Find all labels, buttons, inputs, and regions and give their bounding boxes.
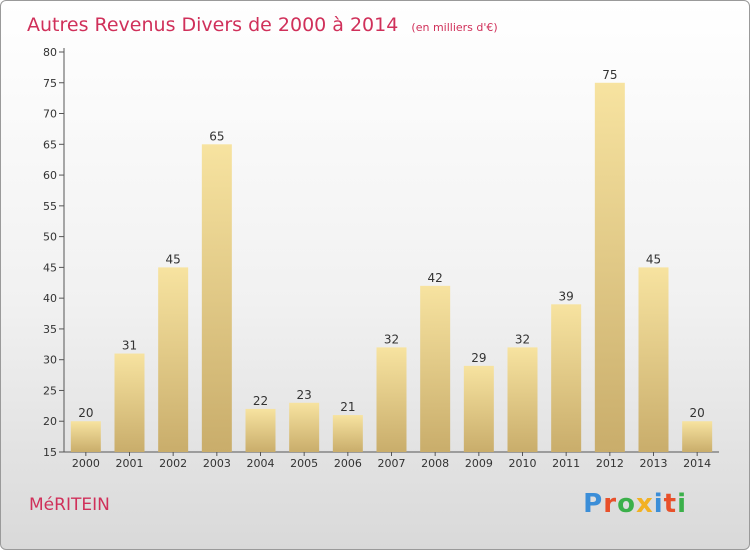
y-tick-label: 30 xyxy=(43,354,57,367)
y-tick-label: 35 xyxy=(43,323,57,336)
chart-title-unit: (en milliers d'€) xyxy=(411,21,497,34)
axes: 15 20 25 30 35 40 45 50 55 60 65 70 75 80 2000 2001 2002… xyxy=(43,46,719,470)
x-tick-label: 2007 xyxy=(378,457,406,470)
x-tick-label: 2001 xyxy=(116,457,144,470)
brand-letter: o xyxy=(617,489,636,519)
bar xyxy=(114,353,145,452)
bar xyxy=(376,347,407,452)
bar-value-label: 42 xyxy=(428,271,443,285)
bar xyxy=(551,304,582,452)
x-tick-label: 2014 xyxy=(683,457,711,470)
x-tick-label: 2005 xyxy=(290,457,318,470)
x-tick-label: 2012 xyxy=(596,457,624,470)
bar xyxy=(201,144,232,453)
y-tick-label: 75 xyxy=(43,77,57,90)
bar-value-label: 31 xyxy=(122,339,137,353)
proxiti-logo: Proxiti xyxy=(583,489,687,519)
bar xyxy=(332,415,363,452)
y-tick-label: 55 xyxy=(43,200,57,213)
brand-letter: i xyxy=(677,489,687,519)
bar xyxy=(638,267,669,452)
bar xyxy=(289,402,320,452)
bar-value-label: 39 xyxy=(559,289,574,303)
x-tick-label: 2008 xyxy=(421,457,449,470)
y-tick-label: 15 xyxy=(43,446,57,459)
chart-title: Autres Revenus Divers de 2000 à 2014 (en… xyxy=(27,14,498,36)
bar-value-label: 75 xyxy=(602,68,617,82)
bars: 20 31 45 65 22 23 21 32 42 29 32 39 75 45 20 xyxy=(70,68,713,453)
bar xyxy=(594,82,625,453)
bar xyxy=(245,408,276,452)
bar-value-label: 32 xyxy=(384,332,399,346)
bar-value-label: 45 xyxy=(166,252,181,266)
x-tick-label: 2010 xyxy=(509,457,537,470)
bar-value-label: 20 xyxy=(690,406,705,420)
bar xyxy=(682,421,713,452)
bar-value-label: 29 xyxy=(471,351,486,365)
bar-value-label: 32 xyxy=(515,332,530,346)
bar xyxy=(463,365,494,452)
x-tick-label: 2000 xyxy=(72,457,100,470)
bar-value-label: 21 xyxy=(340,400,355,414)
y-tick-label: 45 xyxy=(43,261,57,274)
x-tick-label: 2004 xyxy=(247,457,275,470)
y-tick-label: 25 xyxy=(43,384,57,397)
y-tick-label: 40 xyxy=(43,292,57,305)
y-tick-label: 80 xyxy=(43,46,57,59)
brand-letter: t xyxy=(663,489,678,519)
y-tick-label: 20 xyxy=(43,415,57,428)
brand-letter: r xyxy=(603,489,618,519)
y-tick-label: 65 xyxy=(43,138,57,151)
town-name: MéRITEIN xyxy=(29,495,110,515)
chart-title-main: Autres Revenus Divers de 2000 à 2014 xyxy=(27,14,398,36)
bar xyxy=(507,347,538,452)
bar xyxy=(70,421,101,452)
brand-letter: i xyxy=(653,489,664,519)
x-tick-label: 2006 xyxy=(334,457,362,470)
bar-value-label: 23 xyxy=(297,388,312,402)
bar-value-label: 20 xyxy=(78,406,93,420)
bar-value-label: 65 xyxy=(209,129,224,143)
x-tick-label: 2002 xyxy=(159,457,187,470)
y-tick-label: 50 xyxy=(43,231,57,244)
brand-letter: x xyxy=(635,489,654,519)
x-tick-label: 2011 xyxy=(552,457,580,470)
bar xyxy=(158,267,189,452)
bar-value-label: 45 xyxy=(646,252,661,266)
y-tick-label: 70 xyxy=(43,108,57,121)
brand-letter: P xyxy=(583,489,604,519)
bar-value-label: 22 xyxy=(253,394,268,408)
x-tick-label: 2009 xyxy=(465,457,493,470)
x-tick-label: 2013 xyxy=(640,457,668,470)
bar xyxy=(420,285,451,452)
y-tick-label: 60 xyxy=(43,169,57,182)
x-tick-label: 2003 xyxy=(203,457,231,470)
